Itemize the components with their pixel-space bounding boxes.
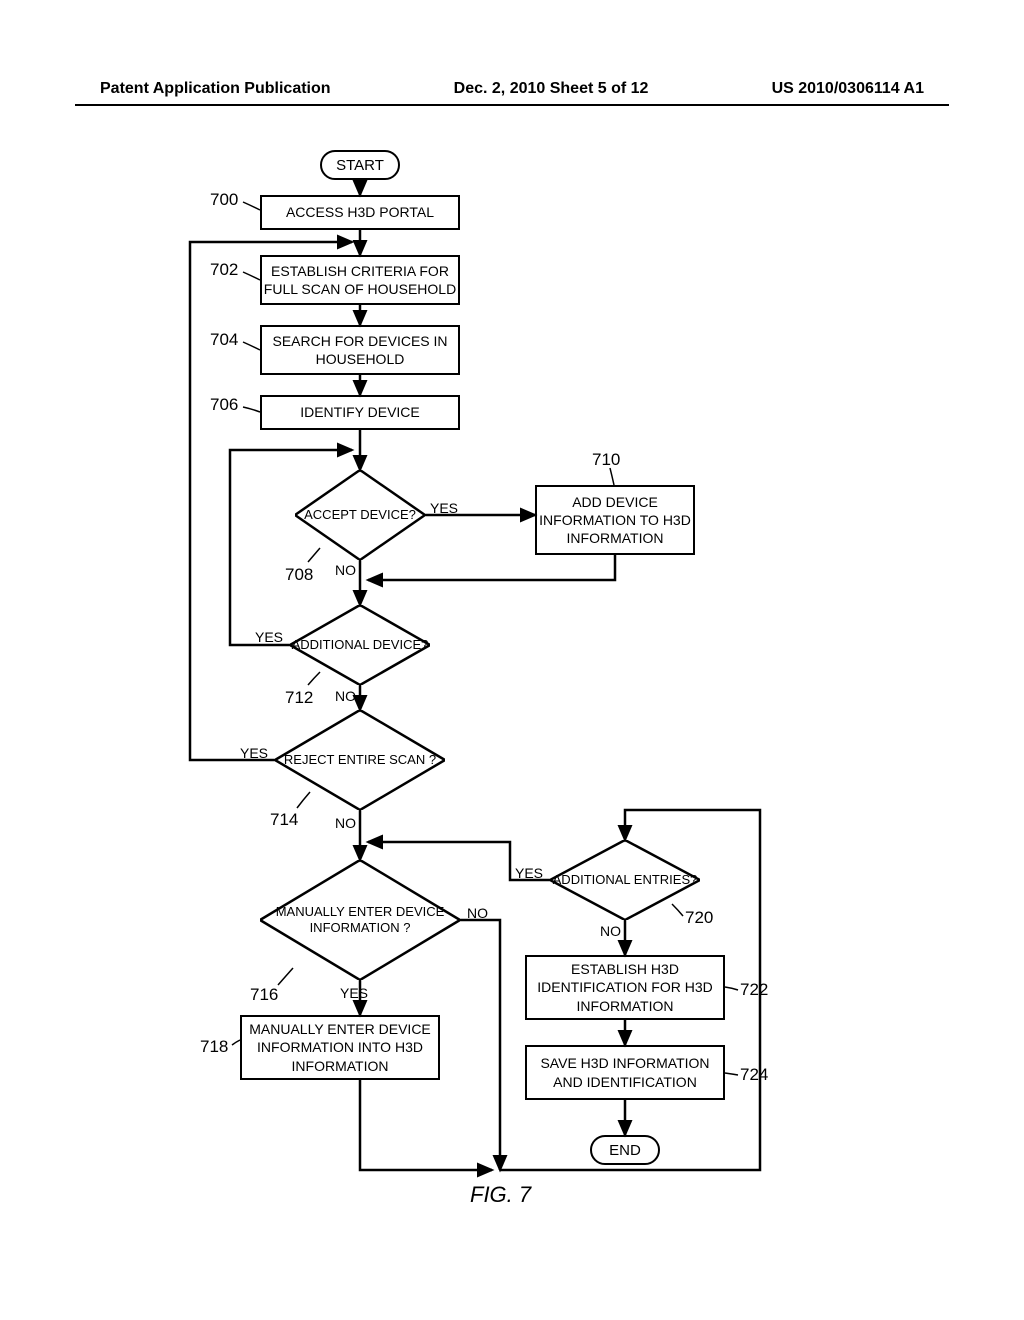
page-header: Patent Application Publication Dec. 2, 2… — [0, 80, 1024, 98]
figure-label: FIG. 7 — [470, 1182, 531, 1208]
flowchart: START END ACCESS H3D PORTAL ESTABLISH CR… — [0, 130, 1024, 1230]
header-center: Dec. 2, 2010 Sheet 5 of 12 — [454, 80, 649, 98]
header-right: US 2010/0306114 A1 — [772, 80, 924, 98]
connectors — [0, 130, 1024, 1230]
header-left: Patent Application Publication — [100, 80, 331, 98]
header-underline — [75, 104, 949, 106]
